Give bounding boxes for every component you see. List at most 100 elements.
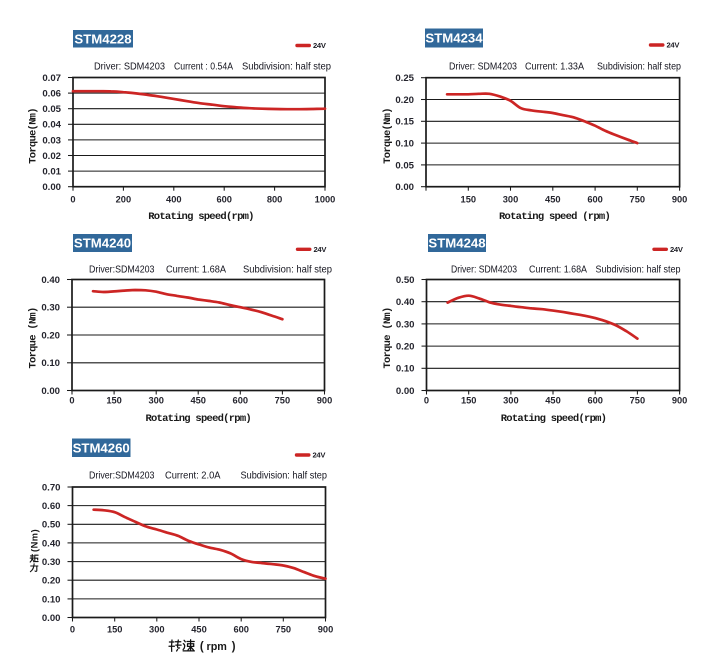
- svg-text:0.10: 0.10: [42, 594, 61, 605]
- svg-text:Torque(Nm): Torque(Nm): [382, 108, 394, 164]
- svg-text:450: 450: [545, 195, 561, 205]
- svg-text:900: 900: [672, 195, 688, 205]
- svg-text:0.00: 0.00: [42, 182, 61, 193]
- svg-text:0.25: 0.25: [395, 73, 414, 84]
- svg-text:24V: 24V: [313, 451, 327, 460]
- svg-text:0.40: 0.40: [42, 538, 61, 549]
- svg-text:0.70: 0.70: [42, 482, 61, 493]
- svg-text:400: 400: [166, 195, 182, 205]
- svg-text:1000: 1000: [315, 195, 336, 205]
- svg-text:0.20: 0.20: [41, 330, 60, 341]
- svg-text:0.40: 0.40: [41, 275, 60, 286]
- svg-text:): ): [230, 641, 237, 654]
- svg-text:600: 600: [216, 195, 232, 205]
- svg-text:0.10: 0.10: [396, 364, 415, 375]
- svg-text:0.30: 0.30: [396, 319, 415, 330]
- svg-text:Driver: SDM4203: Driver: SDM4203: [449, 62, 517, 73]
- svg-text:0.15: 0.15: [395, 117, 414, 128]
- svg-text:750: 750: [630, 396, 646, 406]
- svg-text:0.06: 0.06: [42, 89, 61, 100]
- svg-text:0.10: 0.10: [41, 358, 60, 369]
- svg-text:Torque (Nm): Torque (Nm): [28, 307, 40, 368]
- svg-text:300: 300: [503, 396, 519, 406]
- svg-text:450: 450: [545, 396, 561, 406]
- svg-text:150: 150: [107, 624, 123, 634]
- svg-text:rpm: rpm: [207, 641, 227, 653]
- svg-text:150: 150: [106, 396, 122, 406]
- svg-text:750: 750: [276, 624, 292, 634]
- svg-text:Rotating speed (rpm): Rotating speed (rpm): [499, 211, 610, 223]
- svg-text:Driver: SDM4203: Driver: SDM4203: [94, 62, 166, 73]
- svg-text:0: 0: [70, 624, 75, 634]
- svg-text:0.50: 0.50: [42, 520, 61, 531]
- svg-text:Torque (Nm): Torque (Nm): [382, 307, 394, 368]
- svg-text:Subdivision: half step: Subdivision: half step: [596, 265, 681, 276]
- svg-text:Current : 0.54A: Current : 0.54A: [174, 62, 233, 73]
- svg-text:150: 150: [461, 195, 477, 205]
- svg-text:(Nm): (Nm): [29, 529, 39, 552]
- svg-text:0.07: 0.07: [42, 73, 61, 84]
- svg-text:Torque(Nm): Torque(Nm): [28, 108, 40, 164]
- svg-text:STM4260: STM4260: [73, 440, 130, 455]
- svg-text:Driver:SDM4203: Driver:SDM4203: [89, 471, 155, 482]
- svg-text:Subdivision: half step: Subdivision: half step: [242, 62, 332, 73]
- svg-text:0: 0: [70, 195, 75, 205]
- svg-text:0.10: 0.10: [395, 139, 414, 150]
- svg-text:0.20: 0.20: [396, 342, 415, 353]
- svg-text:200: 200: [116, 195, 132, 205]
- svg-text:0.02: 0.02: [42, 151, 61, 162]
- svg-text:0.00: 0.00: [396, 386, 415, 397]
- svg-text:900: 900: [318, 624, 334, 634]
- svg-text:Rotating speed(rpm): Rotating speed(rpm): [148, 211, 253, 223]
- svg-text:Current: 2.0A: Current: 2.0A: [165, 471, 221, 482]
- svg-text:STM4248: STM4248: [428, 236, 485, 251]
- svg-text:Current: 1.33A: Current: 1.33A: [525, 62, 584, 73]
- svg-text:750: 750: [630, 195, 646, 205]
- svg-text:STM4240: STM4240: [74, 236, 131, 251]
- svg-text:STM4228: STM4228: [74, 32, 131, 47]
- svg-text:0.04: 0.04: [42, 120, 61, 131]
- svg-text:Subdivision: half step: Subdivision: half step: [241, 471, 328, 482]
- svg-text:0: 0: [424, 396, 429, 406]
- svg-text:0.05: 0.05: [395, 160, 414, 171]
- svg-text:900: 900: [317, 396, 333, 406]
- svg-text:(: (: [199, 641, 206, 654]
- svg-text:0.00: 0.00: [42, 613, 61, 624]
- svg-text:Current: 1.68A: Current: 1.68A: [166, 265, 226, 276]
- svg-text:600: 600: [233, 396, 249, 406]
- svg-text:0.00: 0.00: [41, 386, 60, 397]
- svg-text:0.30: 0.30: [41, 303, 60, 314]
- svg-text:0.60: 0.60: [42, 501, 61, 512]
- svg-text:0.03: 0.03: [42, 135, 61, 146]
- svg-text:24V: 24V: [313, 41, 327, 50]
- svg-text:600: 600: [587, 396, 603, 406]
- svg-text:0.40: 0.40: [396, 297, 415, 308]
- svg-text:0.01: 0.01: [42, 167, 61, 178]
- svg-text:600: 600: [233, 624, 249, 634]
- svg-text:900: 900: [672, 396, 688, 406]
- svg-text:300: 300: [503, 195, 519, 205]
- svg-text:600: 600: [587, 195, 603, 205]
- svg-text:150: 150: [461, 396, 477, 406]
- svg-text:450: 450: [191, 624, 207, 634]
- svg-text:0.50: 0.50: [396, 275, 415, 286]
- svg-text:Current: 1.68A: Current: 1.68A: [529, 265, 587, 276]
- svg-text:300: 300: [148, 396, 164, 406]
- svg-text:24V: 24V: [670, 245, 684, 254]
- svg-text:Subdivision: half step: Subdivision: half step: [597, 62, 681, 73]
- svg-text:800: 800: [267, 195, 283, 205]
- svg-text:STM4234: STM4234: [425, 31, 483, 46]
- svg-text:Driver:SDM4203: Driver:SDM4203: [89, 265, 155, 276]
- svg-text:0: 0: [69, 396, 74, 406]
- svg-text:Rotating speed(rpm): Rotating speed(rpm): [145, 413, 250, 425]
- svg-text:0.00: 0.00: [395, 182, 414, 193]
- svg-text:0.30: 0.30: [42, 557, 61, 568]
- svg-text:0.20: 0.20: [42, 576, 61, 587]
- svg-text:24V: 24V: [667, 41, 681, 50]
- svg-text:Rotating speed(rpm): Rotating speed(rpm): [501, 413, 606, 425]
- svg-text:300: 300: [149, 624, 165, 634]
- svg-text:Subdivision: half step: Subdivision: half step: [243, 265, 333, 276]
- svg-text:24V: 24V: [314, 245, 328, 254]
- svg-text:Driver: SDM4203: Driver: SDM4203: [451, 265, 517, 276]
- svg-text:0.05: 0.05: [42, 104, 61, 115]
